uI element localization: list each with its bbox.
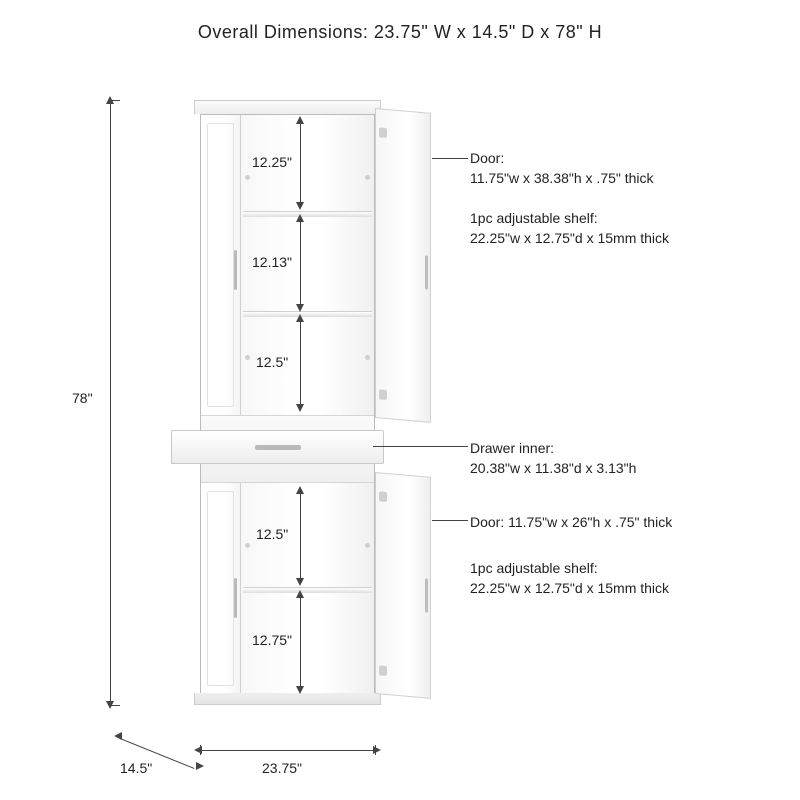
page-title: Overall Dimensions: 23.75" W x 14.5" D x…	[0, 22, 800, 43]
arrow-up-icon	[296, 486, 304, 494]
drawer-handle-icon	[255, 445, 301, 450]
spec-upper-shelf: 1pc adjustable shelf: 22.25"w x 12.75"d …	[470, 208, 669, 249]
spec-value: 22.25"w x 12.75"d x 15mm thick	[470, 580, 669, 596]
door-handle-icon	[234, 578, 237, 618]
door-panel-inset	[207, 491, 234, 686]
arrow-left-icon	[114, 732, 122, 740]
upper-right-door-open	[375, 108, 431, 423]
door-handle-icon	[425, 579, 428, 613]
arrow-down-icon	[296, 686, 304, 694]
dim-upper-1: 12.25"	[252, 154, 292, 170]
dim-line-internal	[300, 594, 301, 690]
shelf-peg-icon	[245, 543, 250, 548]
arrow-down-icon	[296, 578, 304, 586]
dim-tick	[110, 705, 120, 706]
upper-left-door-closed	[201, 115, 241, 415]
spec-value: 20.38"w x 11.38"d x 3.13"h	[470, 460, 636, 476]
upper-shelf-1	[243, 211, 372, 217]
dim-line-width	[200, 750, 375, 751]
lower-shelf-1	[243, 587, 372, 593]
hinge-icon	[379, 389, 387, 400]
arrow-up-icon	[296, 214, 304, 222]
leader-line	[432, 158, 468, 159]
dim-width-label: 23.75"	[262, 760, 302, 776]
door-panel-inset	[207, 123, 234, 407]
spec-lower-door: Door: 11.75"w x 26"h x .75" thick	[470, 512, 672, 532]
arrow-down-icon	[296, 304, 304, 312]
arrow-up-icon	[296, 314, 304, 322]
dim-line-internal	[300, 318, 301, 408]
dim-upper-2: 12.13"	[252, 254, 292, 270]
shelf-peg-icon	[365, 175, 370, 180]
dim-line-internal	[300, 490, 301, 582]
shelf-peg-icon	[365, 543, 370, 548]
upper-shelf-2	[243, 311, 372, 317]
spec-drawer: Drawer inner: 20.38"w x 11.38"d x 3.13"h	[470, 438, 636, 479]
hinge-icon	[379, 127, 387, 138]
dim-line-internal	[300, 218, 301, 308]
shelf-peg-icon	[365, 355, 370, 360]
arrow-up-icon	[296, 116, 304, 124]
spec-title: Drawer inner:	[470, 440, 554, 456]
cabinet-body	[200, 114, 375, 695]
spec-upper-door: Door: 11.75"w x 38.38"h x .75" thick	[470, 148, 654, 189]
arrow-down-icon	[296, 404, 304, 412]
leader-line	[373, 446, 468, 447]
dim-tick	[110, 100, 120, 101]
dim-tick	[200, 745, 201, 755]
spec-title: Door:	[470, 150, 504, 166]
door-handle-icon	[425, 255, 428, 289]
dim-height-label: 78"	[72, 390, 93, 406]
lower-left-door-closed	[201, 483, 241, 694]
cabinet	[200, 100, 375, 705]
shelf-peg-icon	[245, 355, 250, 360]
drawer-zone	[201, 415, 374, 483]
shelf-peg-icon	[245, 175, 250, 180]
hinge-icon	[379, 491, 387, 502]
dim-depth-label: 14.5"	[120, 760, 152, 776]
dim-upper-3: 12.5"	[256, 354, 288, 370]
dim-lower-2: 12.75"	[252, 632, 292, 648]
leader-line	[432, 520, 468, 521]
arrow-down-icon	[296, 202, 304, 210]
spec-lower-shelf: 1pc adjustable shelf: 22.25"w x 12.75"d …	[470, 558, 669, 599]
arrow-right-icon	[196, 762, 204, 770]
spec-title: 1pc adjustable shelf:	[470, 560, 598, 576]
cabinet-plinth	[194, 693, 381, 705]
dim-line-height	[110, 100, 111, 705]
door-handle-icon	[234, 250, 237, 290]
spec-value: 22.25"w x 12.75"d x 15mm thick	[470, 230, 669, 246]
lower-right-door-open	[375, 472, 431, 699]
dim-tick	[375, 745, 376, 755]
arrow-up-icon	[296, 590, 304, 598]
spec-value: 11.75"w x 38.38"h x .75" thick	[470, 170, 654, 186]
lower-interior	[241, 483, 374, 694]
spec-value: Door: 11.75"w x 26"h x .75" thick	[470, 514, 672, 530]
diagram-canvas: 78" 14.5" 23.75" 12.25" 12.13" 12.5" 12.…	[0, 60, 800, 800]
spec-title: 1pc adjustable shelf:	[470, 210, 598, 226]
cabinet-crown	[194, 100, 381, 114]
dim-lower-1: 12.5"	[256, 526, 288, 542]
hinge-icon	[379, 665, 387, 676]
drawer-front	[171, 430, 384, 464]
dim-line-internal	[300, 120, 301, 206]
